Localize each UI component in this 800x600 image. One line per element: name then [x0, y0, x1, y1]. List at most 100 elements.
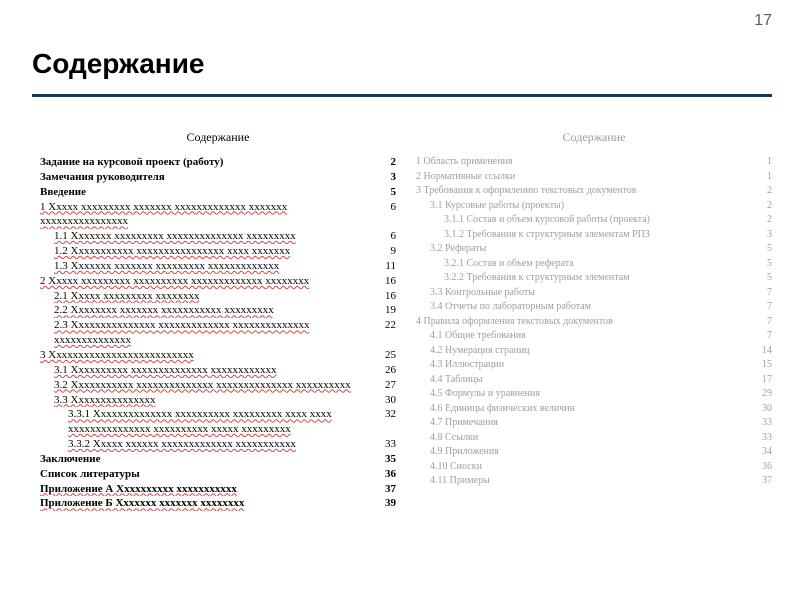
- toc-page-number: 29: [750, 387, 772, 402]
- toc-page-number: 37: [750, 474, 772, 489]
- toc-row: 4.2 Нумерация страниц14: [416, 344, 772, 359]
- toc-row: 3.2 Рефераты5: [416, 242, 772, 257]
- toc-label: 4.6 Единицы физических величин: [416, 402, 750, 417]
- toc-row: 1 Область применения1: [416, 155, 772, 170]
- toc-page-number: 5: [750, 257, 772, 272]
- toc-page-number: 27: [374, 378, 396, 393]
- toc-row: 1.2 Ххххххххххх хххххххххххххххх хххх хх…: [40, 244, 396, 259]
- toc-page-number: 5: [374, 185, 396, 200]
- toc-row: 3.4 Отчеты по лабораторным работам7: [416, 300, 772, 315]
- toc-label: 3.1.2 Требования к структурным элементам…: [416, 228, 750, 243]
- toc-page-number: 3: [750, 228, 772, 243]
- toc-label: 1.1 Ххххххх ххххххххх хххххххххххххх ххх…: [40, 229, 374, 244]
- toc-row: Заключение35: [40, 452, 396, 467]
- toc-page-number: 15: [750, 358, 772, 373]
- toc-row: 4.4 Таблицы17: [416, 373, 772, 388]
- toc-row: 3.3.2 Ххххх хххххх ххххххххххххх ххххххх…: [40, 437, 396, 452]
- toc-label: 3 Требования к оформлению текстовых доку…: [416, 184, 750, 199]
- toc-page-number: 11: [374, 259, 396, 274]
- toc-label: 3.3.1 Хххххххххххххх хххххххххх хххххххх…: [40, 407, 374, 437]
- toc-label: 1.2 Ххххххххххх хххххххххххххххх хххх хх…: [40, 244, 374, 259]
- toc-label: 4.3 Иллюстрации: [416, 358, 750, 373]
- toc-label: 3.3 Контрольные работы: [416, 286, 750, 301]
- toc-row: 4.1 Общие требования7: [416, 329, 772, 344]
- toc-label: Задание на курсовой проект (работу): [40, 155, 374, 170]
- toc-page-number: 30: [750, 402, 772, 417]
- toc-page-number: 25: [374, 348, 396, 363]
- toc-row: 4.3 Иллюстрации15: [416, 358, 772, 373]
- slide-page-number: 17: [754, 12, 772, 30]
- toc-page-number: 7: [750, 300, 772, 315]
- toc-page-number: 33: [750, 416, 772, 431]
- toc-label: 2.3 Ххххххххххххххх ххххххххххххх хххххх…: [40, 318, 374, 348]
- toc-row: 4.10 Сноски36: [416, 460, 772, 475]
- toc-row: 4.9 Приложения34: [416, 445, 772, 460]
- toc-row: 3.1.2 Требования к структурным элементам…: [416, 228, 772, 243]
- toc-page-number: 1: [750, 155, 772, 170]
- toc-label: 3.2 Рефераты: [416, 242, 750, 257]
- toc-label: 3 Хххххххххххххххххххххххххх: [40, 348, 374, 363]
- toc-label: Приложение Б Ххххххх ххххххх хххххххх: [40, 496, 374, 511]
- toc-label: 3.1 Хххххххххх хххххххххххххх хххххххххх…: [40, 363, 374, 378]
- toc-label: 2.2 Хххххххх ххххххх ххххххххххх ххххххх…: [40, 303, 374, 318]
- toc-label: 3.3 Ххххххххххххххх: [40, 393, 374, 408]
- toc-row: 3.2.2 Требования к структурным элементам…: [416, 271, 772, 286]
- toc-label: 4 Правила оформления текстовых документо…: [416, 315, 750, 330]
- toc-page-number: 16: [374, 274, 396, 289]
- toc-label: Приложение А Хххххххххх ххххххххххх: [40, 482, 374, 497]
- toc-row: 3.3.1 Хххххххххххххх хххххххххх хххххххх…: [40, 407, 396, 437]
- toc-row: 3 Требования к оформлению текстовых доку…: [416, 184, 772, 199]
- toc-row: 3.3 Контрольные работы7: [416, 286, 772, 301]
- toc-page-number: 7: [750, 286, 772, 301]
- toc-row: 4.7 Примечания33: [416, 416, 772, 431]
- toc-page-number: 22: [374, 318, 396, 333]
- toc-label: 4.2 Нумерация страниц: [416, 344, 750, 359]
- toc-row: 4.11 Примеры37: [416, 474, 772, 489]
- toc-page-number: 36: [374, 467, 396, 482]
- right-toc-list: 1 Область применения12 Нормативные ссылк…: [416, 155, 772, 489]
- toc-page-number: 19: [374, 303, 396, 318]
- toc-page-number: 36: [750, 460, 772, 475]
- toc-row: 2.1 Ххххх ххххххххх хххххххх16: [40, 289, 396, 304]
- toc-page-number: 5: [750, 271, 772, 286]
- toc-label: Список литературы: [40, 467, 374, 482]
- toc-row: Замечания руководителя3: [40, 170, 396, 185]
- toc-page-number: 6: [374, 200, 396, 215]
- toc-label: Замечания руководителя: [40, 170, 374, 185]
- toc-label: 4.10 Сноски: [416, 460, 750, 475]
- toc-row: 3 Хххххххххххххххххххххххххх25: [40, 348, 396, 363]
- left-toc-list: Задание на курсовой проект (работу)2Заме…: [40, 155, 396, 511]
- toc-right-column: Содержание 1 Область применения12 Нормат…: [416, 130, 772, 590]
- toc-row: 1.1 Ххххххх ххххххххх хххххххххххххх ххх…: [40, 229, 396, 244]
- toc-row: 3.2.1 Состав и объем реферата5: [416, 257, 772, 272]
- right-toc-heading: Содержание: [416, 130, 772, 145]
- toc-label: 3.1.1 Состав и объем курсовой работы (пр…: [416, 213, 750, 228]
- toc-page-number: 6: [374, 229, 396, 244]
- toc-page-number: 2: [750, 184, 772, 199]
- toc-label: Введение: [40, 185, 374, 200]
- toc-page-number: 7: [750, 315, 772, 330]
- toc-label: 4.9 Приложения: [416, 445, 750, 460]
- toc-row: 3.1.1 Состав и объем курсовой работы (пр…: [416, 213, 772, 228]
- toc-row: Задание на курсовой проект (работу)2: [40, 155, 396, 170]
- toc-page-number: 39: [374, 496, 396, 511]
- toc-page-number: 35: [374, 452, 396, 467]
- toc-row: 2 Ххххх ххххххххх хххххххххх ххххххххххх…: [40, 274, 396, 289]
- toc-label: 3.4 Отчеты по лабораторным работам: [416, 300, 750, 315]
- toc-page-number: 2: [374, 155, 396, 170]
- toc-row: 3.1 Курсовые работы (проекты)2: [416, 199, 772, 214]
- toc-label: 4.8 Ссылки: [416, 431, 750, 446]
- toc-label: 2 Ххххх ххххххххх хххххххххх ххххххххххх…: [40, 274, 374, 289]
- toc-row: 4.6 Единицы физических величин30: [416, 402, 772, 417]
- toc-label: 4.1 Общие требования: [416, 329, 750, 344]
- toc-row: 4.8 Ссылки33: [416, 431, 772, 446]
- toc-page-number: 1: [750, 170, 772, 185]
- toc-label: 3.1 Курсовые работы (проекты): [416, 199, 750, 214]
- toc-label: 4.4 Таблицы: [416, 373, 750, 388]
- toc-label: 2.1 Ххххх ххххххххх хххххххх: [40, 289, 374, 304]
- toc-row: 3.1 Хххххххххх хххххххххххххх хххххххххх…: [40, 363, 396, 378]
- title-underline: [32, 94, 772, 97]
- toc-label: 1 Область применения: [416, 155, 750, 170]
- toc-label: 3.2.1 Состав и объем реферата: [416, 257, 750, 272]
- toc-page-number: 7: [750, 329, 772, 344]
